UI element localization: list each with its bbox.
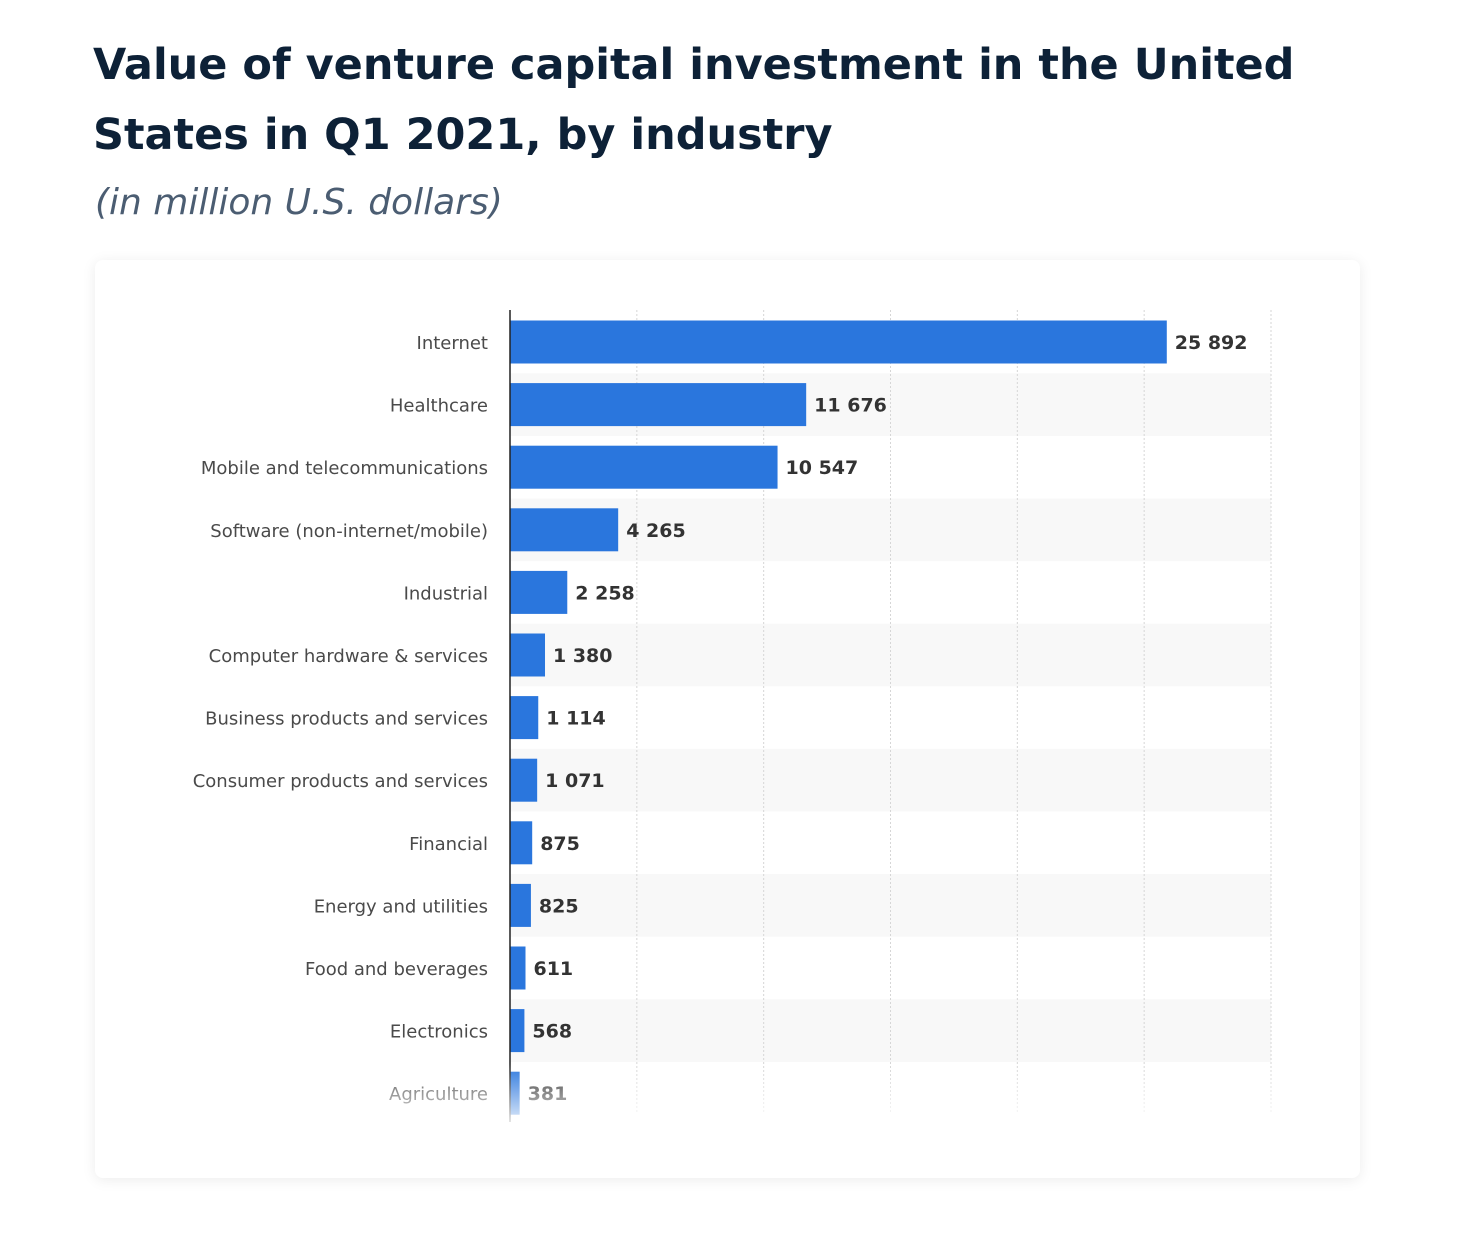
- value-label: 2 258: [575, 582, 635, 604]
- value-label: 568: [532, 1021, 572, 1043]
- category-label: Consumer products and services: [193, 771, 488, 792]
- value-label: 1 071: [545, 770, 605, 792]
- category-label: Internet: [417, 333, 488, 354]
- bar: [510, 696, 539, 740]
- value-label: 4 265: [626, 520, 686, 542]
- chart-subtitle: (in million U.S. dollars): [95, 182, 503, 223]
- bar: [510, 883, 531, 927]
- bar: [510, 821, 533, 865]
- bar: [510, 633, 546, 677]
- value-label: 825: [539, 895, 579, 917]
- value-label: 875: [540, 833, 580, 855]
- value-label: 25 892: [1175, 332, 1248, 354]
- bottom-fade: [150, 1063, 1300, 1124]
- category-label: Healthcare: [390, 396, 488, 417]
- value-label: 10 547: [786, 457, 859, 479]
- bar: [510, 383, 807, 427]
- bar: [510, 946, 526, 990]
- bar: [510, 445, 778, 489]
- bar: [510, 758, 538, 802]
- bar: [510, 320, 1167, 364]
- category-label: Computer hardware & services: [209, 646, 488, 667]
- category-label: Mobile and telecommunications: [201, 458, 488, 479]
- bar: [510, 1009, 525, 1053]
- category-label: Electronics: [390, 1022, 488, 1043]
- chart-title: Value of venture capital investment in t…: [93, 40, 1295, 160]
- bar: [510, 508, 619, 552]
- value-label: 611: [533, 958, 573, 980]
- category-label: Financial: [409, 834, 488, 855]
- value-label: 1 380: [553, 645, 613, 667]
- category-label: Software (non-internet/mobile): [210, 521, 488, 542]
- category-label: Industrial: [404, 583, 488, 604]
- value-label: 11 676: [814, 395, 887, 417]
- value-label: 1 114: [546, 708, 606, 730]
- bar: [510, 570, 568, 614]
- category-label: Food and beverages: [305, 959, 488, 980]
- category-label: Business products and services: [205, 709, 488, 730]
- category-label: Energy and utilities: [314, 896, 488, 917]
